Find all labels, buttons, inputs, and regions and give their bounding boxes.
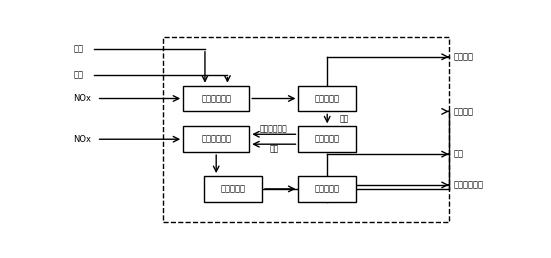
Text: 粗一硝基甲苯: 粗一硝基甲苯: [260, 125, 288, 134]
Text: 油水分离器: 油水分离器: [315, 184, 340, 194]
Text: 粗二硒基甲苯: 粗二硒基甲苯: [453, 180, 483, 189]
Text: NOx: NOx: [73, 94, 91, 103]
Bar: [299, 86, 356, 111]
Text: 混酸: 混酸: [73, 70, 83, 79]
Text: 液相: 液相: [340, 114, 349, 123]
Text: 甲苯: 甲苯: [73, 44, 83, 53]
Text: 微通道反应器: 微通道反应器: [201, 94, 231, 103]
Text: 混酸: 混酸: [453, 150, 463, 159]
Bar: [183, 126, 249, 152]
Text: 氮氧化物: 氮氧化物: [453, 52, 473, 61]
Text: NOx: NOx: [73, 135, 91, 144]
Text: 微通道反应器: 微通道反应器: [201, 135, 231, 144]
Bar: [299, 176, 356, 202]
Text: 油水分离器: 油水分离器: [315, 135, 340, 144]
Text: 气液分离器: 气液分离器: [315, 94, 340, 103]
Text: 混酸: 混酸: [269, 145, 278, 154]
Text: 氮氧化物: 氮氧化物: [453, 107, 473, 116]
Bar: [183, 86, 249, 111]
Bar: [299, 126, 356, 152]
Bar: [204, 176, 262, 202]
Text: 气液分离器: 气液分离器: [221, 184, 246, 194]
Bar: [163, 37, 449, 222]
